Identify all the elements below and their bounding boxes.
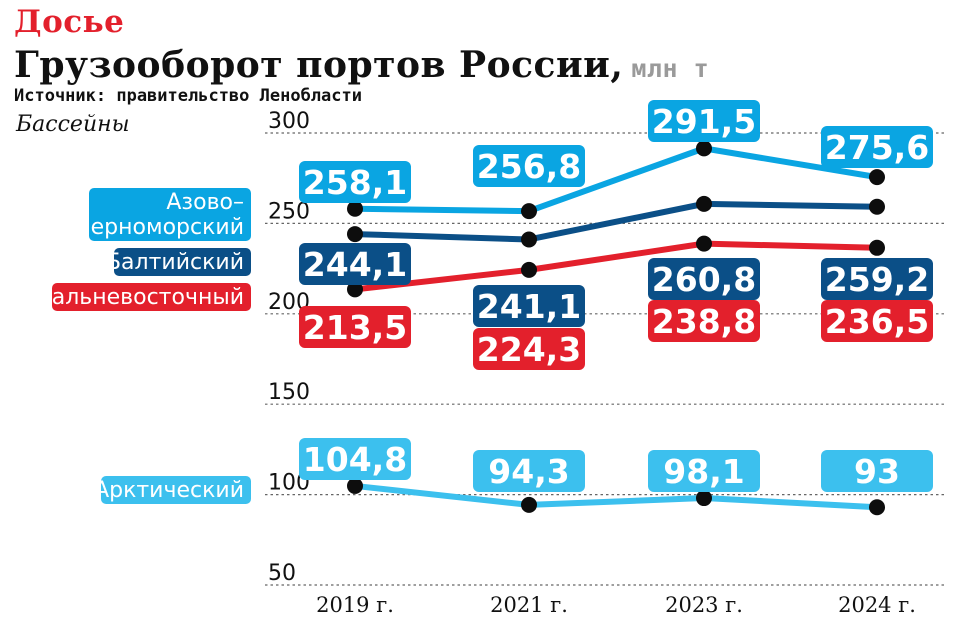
kicker: Досье xyxy=(14,4,125,40)
value-label-box xyxy=(299,306,411,348)
x-tick-label: 2024 г. xyxy=(838,593,916,617)
value-label-box xyxy=(473,328,585,370)
series-line xyxy=(352,200,880,243)
value-label: 258,1 xyxy=(303,163,407,202)
data-point xyxy=(347,281,363,298)
value-label-box xyxy=(648,258,760,300)
value-label-box xyxy=(299,243,411,285)
series-name-label: Черноморский xyxy=(76,215,244,240)
value-label-box xyxy=(473,145,585,187)
data-point xyxy=(521,496,537,513)
value-label-box xyxy=(299,438,411,480)
value-label-box xyxy=(648,100,760,142)
x-tick-label: 2021 г. xyxy=(490,593,568,617)
value-label: 94,3 xyxy=(488,452,569,491)
y-tick-label: 150 xyxy=(268,380,310,405)
value-label: 238,8 xyxy=(652,302,756,341)
source-note: Источник: правительство Ленобласти xyxy=(14,86,362,106)
value-label-box xyxy=(473,285,585,327)
data-point xyxy=(347,477,363,494)
data-point xyxy=(347,200,363,217)
series-name-tag xyxy=(101,476,251,504)
y-tick-label: 250 xyxy=(268,199,310,224)
data-point xyxy=(696,235,712,252)
y-tick-label: 50 xyxy=(268,561,296,586)
value-label-box xyxy=(648,300,760,342)
data-point xyxy=(869,239,885,256)
data-point xyxy=(869,499,885,516)
series-name-label: Балтийский xyxy=(106,250,244,275)
chart-title: Грузооборот портов России, млн т xyxy=(14,44,709,86)
value-label: 241,1 xyxy=(477,287,581,326)
data-point xyxy=(696,195,712,212)
series-line xyxy=(352,145,880,215)
value-label-box xyxy=(821,300,933,342)
value-label: 291,5 xyxy=(652,102,756,141)
data-point xyxy=(521,231,537,248)
basins-label: Бассейны xyxy=(16,112,130,137)
series-line xyxy=(352,482,880,511)
x-tick-label: 2023 г. xyxy=(665,593,743,617)
unit-label: млн т xyxy=(631,54,710,83)
title-text: Грузооборот портов России, xyxy=(14,44,624,86)
value-label: 256,8 xyxy=(477,147,581,186)
value-label: 236,5 xyxy=(825,302,929,341)
value-label: 260,8 xyxy=(652,260,756,299)
value-label-box xyxy=(648,450,760,492)
data-point xyxy=(521,203,537,220)
value-label-box xyxy=(821,126,933,168)
series-name-label: Арктический xyxy=(94,478,244,503)
series-name-label: Дальневосточный xyxy=(35,285,244,310)
value-label: 259,2 xyxy=(825,260,929,299)
series-name-tag xyxy=(89,188,251,241)
value-label-box xyxy=(473,450,585,492)
value-label: 98,1 xyxy=(663,452,744,491)
value-label: 244,1 xyxy=(303,245,407,284)
series-name-tag xyxy=(52,283,251,311)
value-label-box xyxy=(821,450,933,492)
value-label-box xyxy=(299,161,411,203)
data-point xyxy=(869,198,885,215)
data-point xyxy=(696,140,712,157)
data-point xyxy=(521,261,537,278)
series-line xyxy=(352,240,880,293)
series-name-tag xyxy=(114,248,251,276)
value-label: 224,3 xyxy=(477,330,581,369)
x-tick-label: 2019 г. xyxy=(316,593,394,617)
data-point xyxy=(869,169,885,186)
value-label: 104,8 xyxy=(303,440,407,479)
data-point xyxy=(347,226,363,243)
value-label-box xyxy=(821,258,933,300)
data-point xyxy=(696,490,712,507)
series-name-label: Азово– xyxy=(166,190,244,215)
value-label: 213,5 xyxy=(303,308,407,347)
value-label: 275,6 xyxy=(825,128,929,167)
y-tick-label: 300 xyxy=(268,109,310,134)
value-label: 93 xyxy=(854,452,900,491)
